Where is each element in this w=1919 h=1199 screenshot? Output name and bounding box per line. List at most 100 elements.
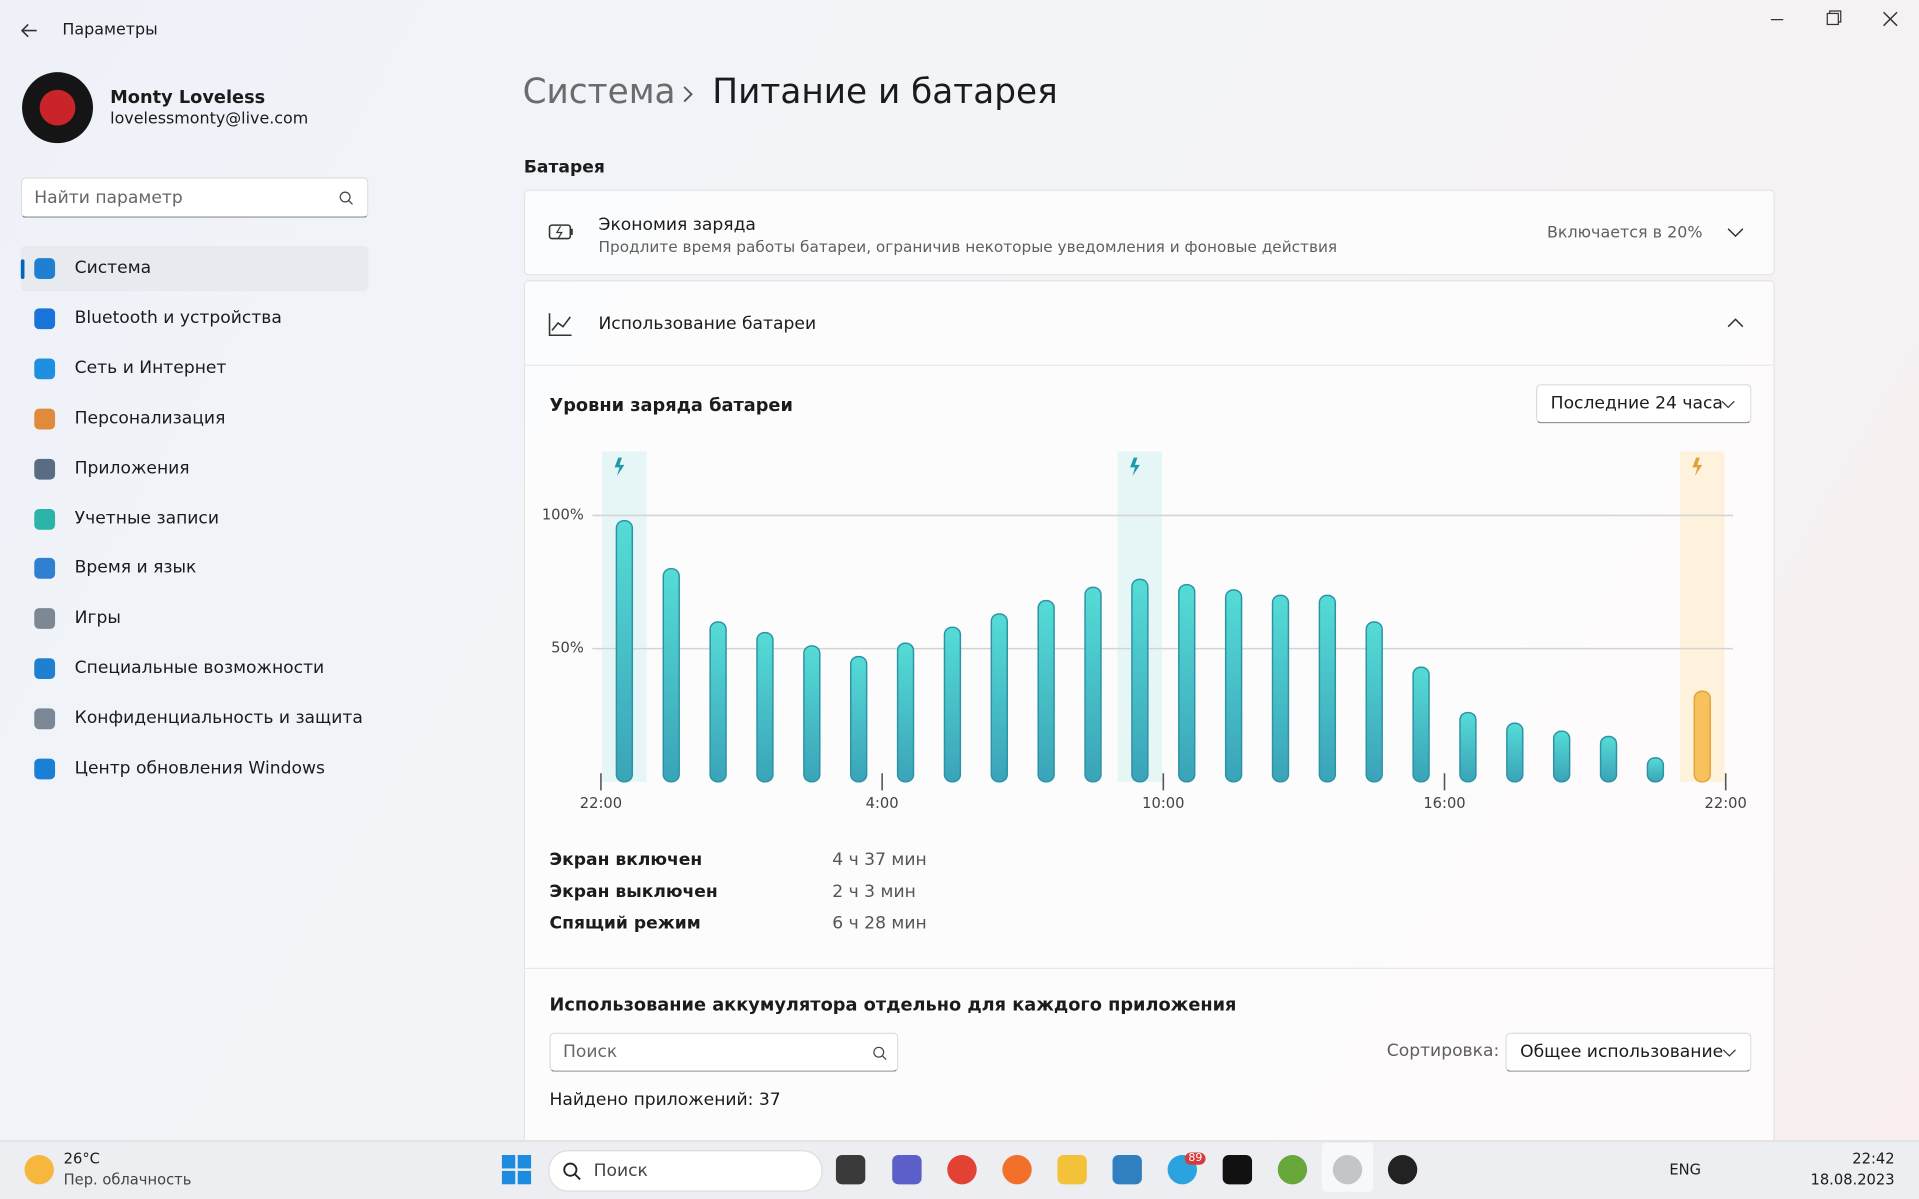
app-icon[interactable] <box>1002 1154 1032 1185</box>
breadcrumb-current: Питание и батарея <box>712 70 1058 112</box>
nav-icon <box>34 458 56 480</box>
dropdown-chevron <box>1722 1049 1736 1057</box>
bar <box>1037 599 1055 783</box>
weather-icon <box>24 1154 54 1185</box>
nav-label: Центр обновления Windows <box>74 758 325 779</box>
window-title: Параметры <box>62 20 158 40</box>
bar <box>662 567 680 783</box>
nav-label: Специальные возможности <box>74 658 325 679</box>
taskbar-search[interactable]: Поиск <box>548 1150 823 1192</box>
apps-search-placeholder: Поиск <box>562 1042 618 1062</box>
breadcrumb-chevron <box>683 86 693 103</box>
bar <box>1459 711 1477 783</box>
status-icon <box>1130 457 1140 476</box>
search-icon <box>339 191 353 205</box>
nav-item[interactable]: Персонализация <box>21 396 369 441</box>
saver-status: Включается в 20% <box>1546 223 1703 243</box>
bar <box>943 626 962 783</box>
stat-label: Экран выключен <box>549 882 718 902</box>
nav-item[interactable]: Система <box>20 245 369 292</box>
nav-icon <box>34 308 56 329</box>
settings-search[interactable]: Найти параметр <box>20 177 369 218</box>
app-icon[interactable] <box>1222 1154 1253 1185</box>
apps-title: Использование аккумулятора отдельно для … <box>549 995 1237 1016</box>
nav-label: Игры <box>74 608 121 629</box>
bar <box>1224 589 1243 783</box>
nav-label: Время и язык <box>74 558 197 578</box>
app-icon[interactable] <box>1277 1154 1308 1185</box>
app-icon[interactable] <box>835 1154 866 1185</box>
nav-item[interactable]: Сеть и Интернет <box>21 346 369 391</box>
period-dropdown[interactable]: Последние 24 часа <box>1535 384 1752 424</box>
app-icon[interactable] <box>1112 1154 1142 1185</box>
x-tick-label: 22:00 <box>1705 795 1747 812</box>
breadcrumb-parent[interactable]: Система <box>522 70 676 112</box>
status-icon <box>1692 457 1703 476</box>
search-placeholder: Найти параметр <box>34 188 183 208</box>
app-icon[interactable] <box>947 1154 977 1185</box>
app-icon[interactable] <box>892 1154 922 1185</box>
app-icon[interactable] <box>1057 1154 1087 1185</box>
nav-icon <box>34 358 56 380</box>
nav-icon <box>34 408 56 430</box>
nav-label: Конфиденциальность и защита <box>74 708 363 729</box>
clock-date[interactable]: 18.08.2023 <box>1810 1170 1895 1189</box>
bar <box>1552 730 1571 783</box>
status-icon <box>614 457 625 476</box>
nav-item[interactable]: Учетные записи <box>21 496 369 541</box>
temperature: 26°C <box>63 1150 100 1168</box>
nav-icon <box>34 558 56 580</box>
nav-icon <box>34 258 56 279</box>
bar <box>990 613 1008 783</box>
nav-label: Персонализация <box>74 408 226 428</box>
collapse-chevron[interactable] <box>1727 317 1744 329</box>
sort-dropdown[interactable]: Общее использование <box>1505 1032 1752 1072</box>
avatar <box>22 72 94 144</box>
bar <box>756 631 774 783</box>
stat-value: 2 ч 3 мин <box>832 882 916 902</box>
nav-label: Система <box>74 258 152 278</box>
nav-item[interactable]: Время и язык <box>21 546 369 591</box>
bar <box>1693 690 1711 783</box>
nav-item[interactable]: Специальные возможности <box>21 646 369 691</box>
bar <box>896 642 915 783</box>
battery-saver-card[interactable]: Экономия заряда Продлите время работы ба… <box>523 189 1775 276</box>
bar <box>1131 578 1149 783</box>
user-email: lovelessmonty@live.com <box>110 110 309 129</box>
stat-value: 6 ч 28 мин <box>832 913 927 934</box>
search-icon <box>873 1046 887 1060</box>
nav-item[interactable]: Конфиденциальность и защита <box>21 696 369 741</box>
dropdown-chevron <box>1721 400 1735 409</box>
apps-search[interactable]: Поиск <box>549 1032 899 1072</box>
nav-icon <box>34 608 56 630</box>
app-icon[interactable] <box>1387 1154 1418 1185</box>
taskbar-search-text: Поиск <box>593 1161 648 1181</box>
nav-item[interactable]: Bluetooth и устройства <box>21 296 369 341</box>
language[interactable]: ENG <box>1669 1161 1702 1179</box>
nav-item[interactable]: Игры <box>21 596 369 641</box>
bar <box>1178 583 1196 783</box>
sort-label: Сортировка: <box>1386 1041 1500 1061</box>
usage-title[interactable]: Использование батареи <box>598 314 817 335</box>
bar <box>1318 594 1337 783</box>
x-tick-label: 4:00 <box>866 795 899 812</box>
nav-item[interactable]: Центр обновления Windows <box>21 746 369 791</box>
stat-value: 4 ч 37 мин <box>832 850 927 870</box>
saver-title: Экономия заряда <box>598 215 756 235</box>
clock-time[interactable]: 22:42 <box>1852 1150 1895 1168</box>
bar <box>1271 594 1290 783</box>
bar <box>1365 621 1383 783</box>
nav-item[interactable]: Приложения <box>21 446 369 491</box>
bar <box>709 621 727 783</box>
stat-label: Спящий режим <box>549 913 701 934</box>
weather: Пер. облачность <box>63 1170 192 1189</box>
nav-icon <box>34 508 56 530</box>
sort-value: Общее использование <box>1520 1042 1724 1062</box>
bar <box>615 520 634 783</box>
saver-description: Продлите время работы батареи, ограничив… <box>598 237 1338 256</box>
battery-usage-card: Использование батареи Последние 24 часа … <box>523 280 1775 1199</box>
window-controls[interactable] <box>1762 7 1909 31</box>
start-button[interactable] <box>501 1154 532 1185</box>
back-button[interactable] <box>20 21 40 41</box>
